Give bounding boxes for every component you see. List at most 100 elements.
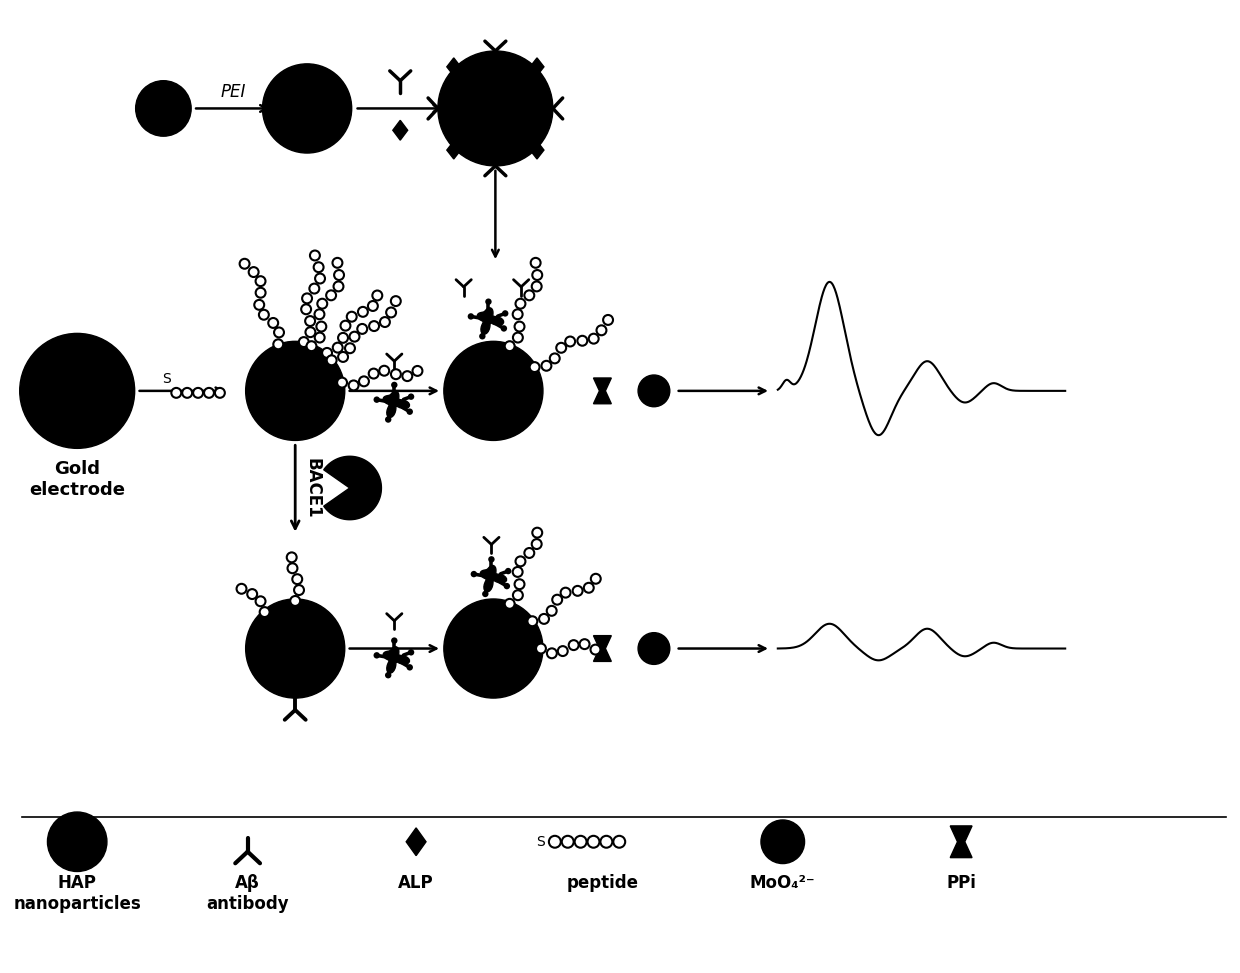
Circle shape: [391, 296, 401, 306]
Circle shape: [600, 836, 613, 847]
Polygon shape: [480, 565, 506, 592]
Circle shape: [525, 290, 534, 301]
Circle shape: [345, 343, 355, 353]
Circle shape: [259, 309, 269, 320]
Circle shape: [549, 353, 559, 363]
Circle shape: [547, 606, 557, 616]
Polygon shape: [393, 121, 408, 140]
Polygon shape: [446, 141, 461, 159]
Polygon shape: [529, 141, 544, 159]
Circle shape: [373, 396, 379, 403]
Circle shape: [485, 299, 491, 305]
Circle shape: [379, 317, 389, 327]
Circle shape: [569, 640, 579, 650]
Circle shape: [527, 616, 537, 627]
Circle shape: [373, 652, 379, 659]
Circle shape: [301, 305, 311, 314]
Circle shape: [357, 324, 367, 334]
Circle shape: [603, 315, 613, 325]
Circle shape: [205, 388, 215, 398]
Circle shape: [402, 371, 412, 381]
Circle shape: [531, 258, 541, 268]
Circle shape: [505, 568, 511, 574]
Circle shape: [263, 64, 352, 153]
Circle shape: [315, 273, 325, 283]
Circle shape: [239, 259, 249, 269]
Circle shape: [574, 836, 587, 847]
Circle shape: [513, 591, 523, 600]
Circle shape: [532, 270, 542, 280]
Circle shape: [516, 299, 526, 308]
Circle shape: [332, 258, 342, 268]
Circle shape: [407, 665, 413, 670]
Circle shape: [639, 375, 670, 407]
Circle shape: [372, 291, 382, 301]
Circle shape: [293, 574, 303, 584]
Circle shape: [358, 306, 368, 317]
Circle shape: [332, 342, 342, 352]
Circle shape: [516, 557, 526, 566]
Circle shape: [350, 332, 360, 342]
Circle shape: [368, 301, 378, 311]
Circle shape: [479, 333, 486, 340]
Text: peptide: peptide: [567, 875, 639, 892]
Circle shape: [590, 574, 600, 584]
Circle shape: [578, 336, 588, 345]
Circle shape: [589, 334, 599, 343]
Circle shape: [761, 820, 805, 864]
Polygon shape: [407, 828, 427, 855]
Circle shape: [413, 366, 423, 376]
Circle shape: [314, 263, 324, 272]
Circle shape: [305, 316, 315, 326]
Circle shape: [341, 321, 351, 331]
Circle shape: [290, 596, 300, 606]
Circle shape: [560, 588, 570, 597]
Polygon shape: [383, 391, 409, 417]
Circle shape: [316, 322, 326, 332]
Circle shape: [315, 333, 325, 342]
Circle shape: [596, 325, 606, 336]
Circle shape: [639, 632, 670, 665]
Polygon shape: [324, 456, 382, 520]
Circle shape: [254, 300, 264, 309]
Circle shape: [467, 313, 474, 320]
Circle shape: [249, 268, 259, 277]
Circle shape: [255, 596, 265, 606]
Circle shape: [391, 637, 398, 644]
Circle shape: [182, 388, 192, 398]
Circle shape: [384, 416, 392, 422]
Circle shape: [326, 290, 336, 301]
Circle shape: [489, 557, 495, 562]
Circle shape: [391, 381, 398, 388]
Circle shape: [255, 276, 265, 286]
Circle shape: [334, 270, 343, 280]
Text: Gold
electrode: Gold electrode: [30, 460, 125, 499]
Circle shape: [529, 362, 539, 372]
Circle shape: [20, 334, 135, 449]
Circle shape: [368, 369, 378, 378]
Circle shape: [348, 380, 358, 390]
Circle shape: [339, 352, 348, 362]
Circle shape: [513, 333, 523, 342]
Circle shape: [407, 409, 413, 414]
Circle shape: [215, 388, 224, 398]
Polygon shape: [594, 378, 611, 404]
Circle shape: [246, 342, 345, 441]
Circle shape: [512, 309, 522, 319]
Circle shape: [286, 553, 296, 562]
Circle shape: [614, 836, 625, 847]
Text: ALP: ALP: [398, 875, 434, 892]
Circle shape: [246, 599, 345, 698]
Circle shape: [532, 281, 542, 291]
Circle shape: [552, 595, 562, 604]
Circle shape: [384, 672, 392, 678]
Circle shape: [305, 327, 315, 337]
Circle shape: [379, 366, 389, 376]
Circle shape: [525, 548, 534, 558]
Circle shape: [347, 311, 357, 322]
Circle shape: [501, 325, 507, 332]
Circle shape: [303, 294, 312, 304]
Circle shape: [47, 812, 107, 872]
Text: BACE1: BACE1: [303, 457, 321, 519]
Circle shape: [536, 643, 546, 654]
